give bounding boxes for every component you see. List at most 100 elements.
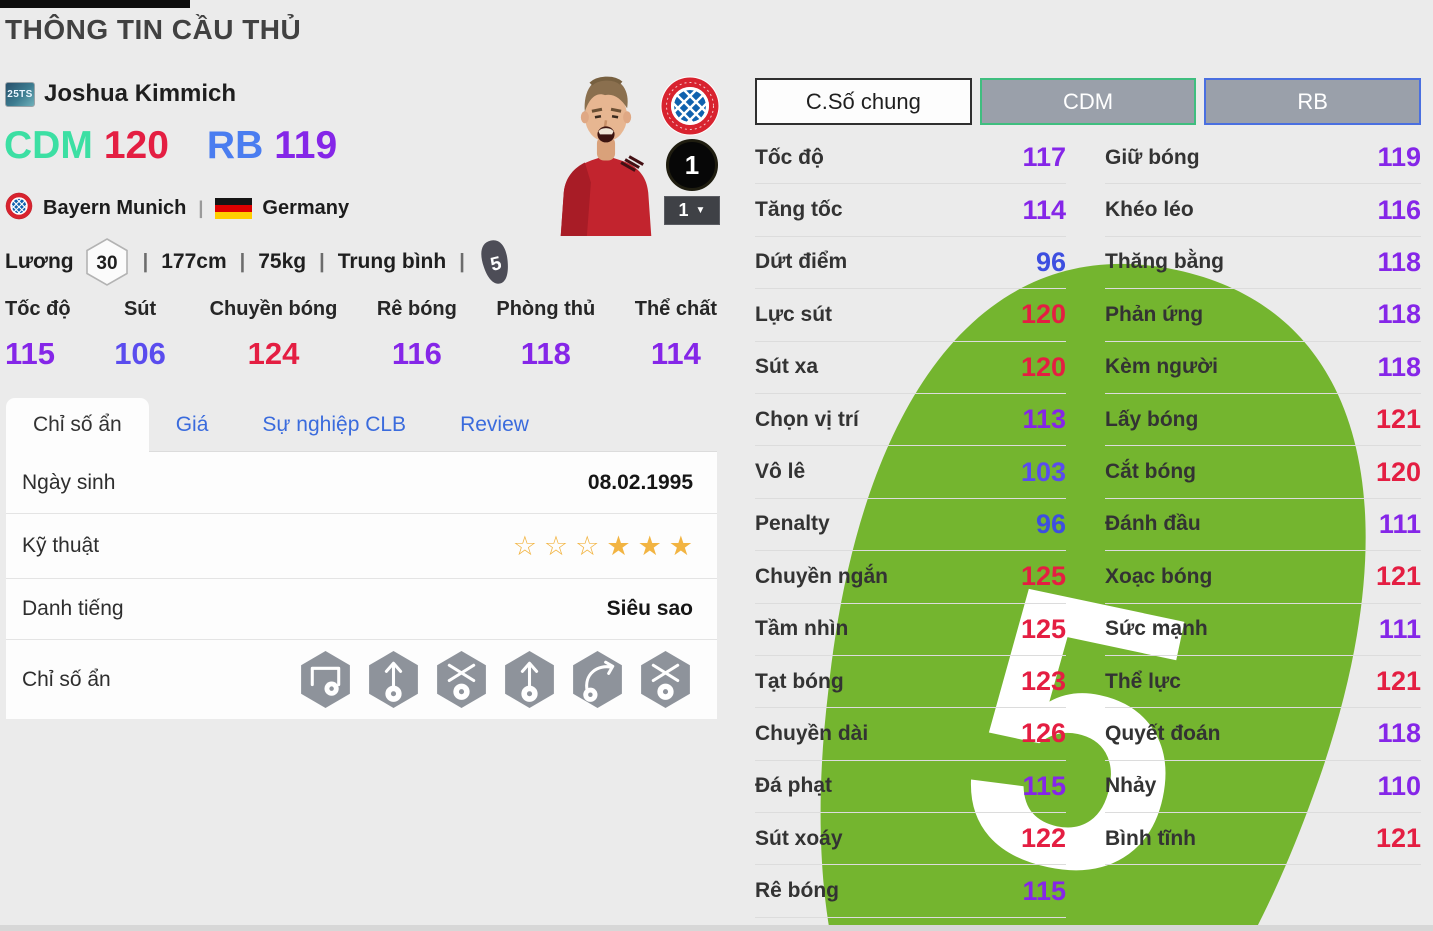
salary-label: Lương: [5, 250, 74, 273]
right-foot-icon: 5: [820, 264, 1366, 931]
separator: |: [239, 250, 246, 273]
stat-row: Tầm nhìn 125: [755, 604, 1066, 656]
club-logo-icon: [5, 192, 33, 225]
stat-row: Lấy bóng 121: [1105, 394, 1421, 447]
stat-row: Đá phạt 115: [755, 761, 1066, 814]
stat-row: Giữ bóng 119: [1105, 132, 1421, 185]
detail-tab-general[interactable]: C.Số chung: [755, 78, 972, 125]
stat-row: Khéo léo 116: [1105, 184, 1421, 237]
stat-row: Vô lê 103: [755, 446, 1066, 499]
player-header: 25TS Joshua Kimmich: [5, 80, 236, 108]
stat-row: Tăng tốc 114: [755, 184, 1066, 237]
info-panel: Ngày sinh 08.02.1995 Kỹ thuật ☆ ☆ ☆ ★ ★ ★ Dan…: [6, 451, 717, 719]
technique-row: Kỹ thuật ☆ ☆ ☆ ★ ★ ★: [6, 514, 717, 579]
body-type: Trung bình: [337, 250, 447, 273]
salary-hexagon: 30: [85, 238, 128, 286]
stat-row: Kèm người 118: [1105, 342, 1421, 394]
technique-label: Kỹ thuật: [22, 534, 100, 557]
summary-stats: Tốc độ 115 Sút 106 Chuyền bóng 124 Rê bó…: [5, 298, 717, 372]
stat-row: Quyết đoán 118: [1105, 708, 1421, 761]
player-meta-row: Lương 30 | 177cm | 75kg | Trung bình | 5…: [5, 234, 1366, 931]
fame-value: Siêu sao: [606, 597, 693, 620]
tab-hidden-stats[interactable]: Chỉ số ẩn: [6, 398, 149, 452]
chevron-down-icon: ▼: [695, 204, 706, 216]
hidden-traits-label: Chỉ số ẩn: [22, 667, 111, 691]
hidden-traits-row: Chỉ số ẩn: [6, 640, 717, 719]
summary-stat: Rê bóng 116: [376, 298, 457, 371]
star-filled-icon: ★: [637, 530, 662, 561]
stat-row: Penalty 96: [755, 499, 1066, 552]
position-rating-cdm: CDM 120: [4, 124, 169, 167]
stat-row: Sức mạnh 111: [1105, 604, 1421, 656]
club-nation-row: Bayern Munich | Germany: [5, 192, 349, 225]
summary-stat: Tốc độ 115: [5, 298, 71, 371]
left-foot-icon: 5: [481, 240, 508, 284]
separator: |: [142, 250, 149, 273]
fame-row: Danh tiếng Siêu sao: [6, 579, 717, 640]
detail-tabs: C.Số chung CDM RB: [755, 78, 1422, 125]
stat-row: Đánh đầu 111: [1105, 499, 1421, 552]
star-filled-icon: ★: [668, 530, 693, 561]
player-photo: [550, 70, 662, 241]
enhance-level-badge: 1: [666, 139, 718, 191]
star-empty-icon: ☆: [575, 530, 600, 561]
stat-row: Bình tĩnh 121: [1105, 813, 1421, 866]
position-ratings: CDM 120 RB 119: [4, 124, 337, 168]
tab-price[interactable]: Giá: [175, 412, 209, 436]
player-weight: 75kg: [258, 250, 307, 273]
club-name: Bayern Munich: [43, 197, 187, 219]
technique-stars: ☆ ☆ ☆ ★ ★ ★: [512, 530, 693, 561]
foot-ratings: 5 5: [480, 239, 1366, 931]
level-select-dropdown[interactable]: 1 ▼: [664, 196, 720, 225]
enhance-level-value: 1: [684, 149, 700, 180]
summary-stat: Phòng thủ 118: [496, 298, 596, 371]
stat-row: Xoạc bóng 121: [1105, 551, 1421, 604]
stat-row: Rê bóng 115: [755, 865, 1066, 918]
separator: |: [319, 250, 325, 273]
power-run-icon: [505, 651, 554, 708]
curve-shot-icon: [573, 651, 622, 708]
birthdate-label: Ngày sinh: [22, 470, 116, 494]
page-title: THÔNG TIN CẦU THỦ: [5, 14, 302, 45]
star-empty-icon: ☆: [543, 530, 569, 561]
summary-stat: Sút 106: [114, 298, 166, 371]
horizontal-scrollbar[interactable]: [0, 925, 1433, 931]
fame-label: Danh tiếng: [22, 597, 124, 620]
stat-row: Lực sút 120: [755, 289, 1066, 342]
tab-club-career[interactable]: Sự nghiệp CLB: [262, 412, 407, 436]
stat-row: Chuyền dài 126: [755, 708, 1066, 761]
cross-pass-icon: [437, 651, 486, 708]
stat-row: Phản ứng 118: [1105, 289, 1421, 342]
position-rating-rb: RB 119: [206, 124, 338, 167]
stat-row: Sút xa 120: [755, 342, 1066, 394]
separator: |: [198, 198, 204, 218]
summary-stat: Chuyền bóng 124: [209, 298, 338, 371]
summary-stat: Thể chất 114: [634, 298, 717, 371]
through-ball-icon: [369, 651, 418, 708]
season-badge: 25TS: [5, 81, 35, 107]
player-name: Joshua Kimmich: [44, 80, 237, 107]
svg-text:30: 30: [96, 253, 117, 274]
germany-flag-icon: [215, 197, 253, 220]
goal-shot-icon: [301, 651, 350, 708]
stat-row: Nhảy 110: [1105, 761, 1421, 814]
stat-row: Dứt điểm 96: [755, 237, 1066, 290]
player-height: 177cm: [161, 250, 227, 273]
stat-row: Tốc độ 117: [755, 132, 1066, 185]
aerial-ball-icon: [641, 651, 690, 708]
detail-tab-rb[interactable]: RB: [1204, 78, 1422, 125]
detail-stats-right: Giữ bóng 119 Khéo léo 116 Thăng bằng 118…: [1105, 132, 1421, 866]
star-empty-icon: ☆: [512, 530, 537, 561]
birthdate-value: 08.02.1995: [587, 470, 693, 494]
stat-row: Tạt bóng 123: [755, 656, 1066, 709]
club-crest-icon: [660, 76, 720, 141]
detail-stats-left: Tốc độ 117 Tăng tốc 114 Dứt điểm 96 Lực …: [755, 132, 1066, 918]
svg-text:5: 5: [488, 253, 503, 276]
stat-row: Chuyền ngắn 125: [755, 551, 1066, 604]
stat-row: Sút xoáy 122: [755, 813, 1066, 866]
stat-row: Thăng bằng 118: [1105, 237, 1421, 290]
detail-stats-section: C.Số chung CDM RB Tốc độ 117 Tăng tốc 114 …: [755, 0, 1422, 931]
tab-review[interactable]: Review: [460, 412, 529, 436]
detail-tab-cdm[interactable]: CDM: [979, 78, 1197, 125]
